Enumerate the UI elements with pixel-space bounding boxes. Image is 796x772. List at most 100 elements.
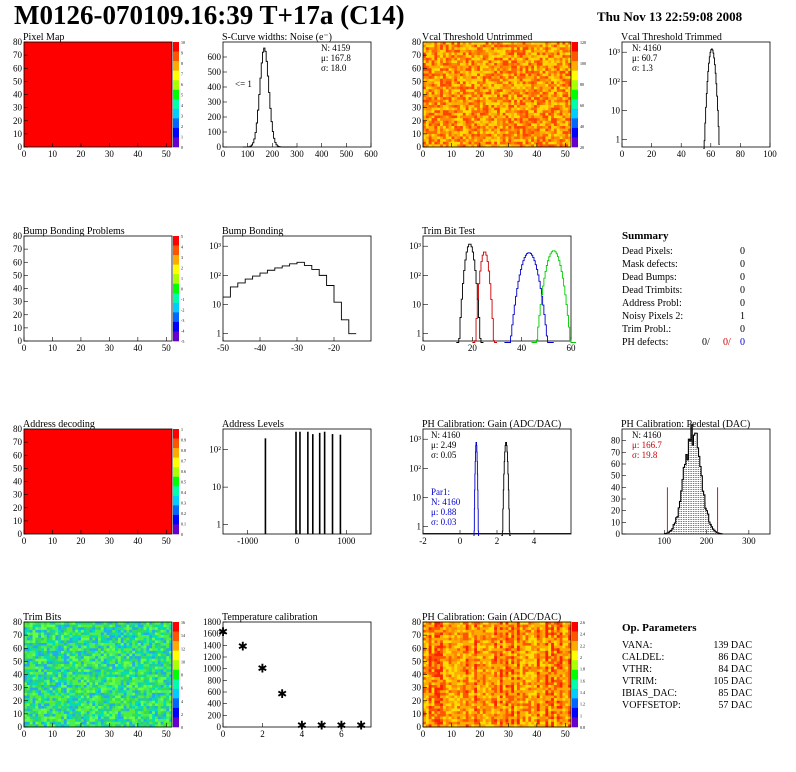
heatmap-cell <box>103 687 107 691</box>
heatmap-cell <box>152 664 156 667</box>
chart-title: Vcal Threshold Untrimmed <box>422 32 532 43</box>
heatmap-cell <box>477 107 481 111</box>
heatmap-cell <box>63 661 67 665</box>
heatmap-cell <box>559 112 563 116</box>
heatmap-cell <box>103 721 107 725</box>
heatmap-cell <box>120 713 124 717</box>
heatmap-cell <box>66 627 70 631</box>
heatmap-cell <box>140 664 144 667</box>
heatmap-cell <box>565 89 569 93</box>
palette-cell <box>572 80 578 91</box>
heatmap-cell <box>440 711 444 715</box>
heatmap-cell <box>471 42 475 45</box>
heatmap-cell <box>83 700 87 704</box>
heatmap-cell <box>425 700 429 704</box>
heatmap-cell <box>95 721 99 725</box>
heatmap-cell <box>24 708 28 712</box>
heatmap-cell <box>117 682 122 686</box>
heatmap-cell <box>112 703 116 707</box>
heatmap-cell <box>539 52 543 56</box>
heatmap-cell <box>86 650 90 654</box>
heatmap-cell <box>499 112 503 116</box>
heatmap-cell <box>38 627 42 631</box>
heatmap-cell <box>502 70 506 74</box>
heatmap-cell <box>522 97 526 101</box>
heatmap-cell <box>553 112 558 116</box>
heatmap-cell <box>38 698 42 702</box>
heatmap-cell <box>425 57 429 61</box>
heatmap-cell <box>482 70 486 74</box>
heatmap-cell <box>502 81 506 85</box>
heatmap-cell <box>120 661 124 665</box>
heatmap-cell <box>428 105 432 108</box>
heatmap-cell <box>457 89 461 93</box>
heatmap-cell <box>442 47 447 51</box>
heatmap-cell <box>468 128 472 132</box>
heatmap-cell <box>132 695 136 699</box>
heatmap-cell <box>152 656 156 660</box>
heatmap-cell <box>508 110 512 114</box>
heatmap-cell <box>43 669 48 673</box>
heatmap-cell <box>425 648 429 652</box>
heatmap-cell <box>431 624 435 628</box>
heatmap-cell <box>565 65 569 69</box>
heatmap-cell <box>528 131 532 135</box>
heatmap-cell <box>477 78 481 82</box>
heatmap-cell <box>428 94 432 98</box>
heatmap-cell <box>112 677 116 681</box>
heatmap-cell <box>120 664 124 667</box>
heatmap-cell <box>83 627 87 631</box>
heatmap-cell <box>163 724 167 728</box>
y-tick-label: 50 <box>611 471 621 481</box>
heatmap-cell <box>457 141 461 145</box>
heatmap-cell <box>49 703 53 707</box>
heatmap-cell <box>551 139 555 143</box>
heatmap-cell <box>425 107 429 111</box>
y-tick-label: 50 <box>13 76 23 86</box>
heatmap-cell <box>539 47 543 51</box>
heatmap-cell <box>431 63 435 66</box>
heatmap-cell <box>137 656 141 660</box>
heatmap-cell <box>169 656 173 660</box>
heatmap-cell <box>169 721 173 725</box>
heatmap-cell <box>528 110 532 114</box>
heatmap-cell <box>536 84 540 87</box>
heatmap-cell <box>477 52 481 56</box>
heatmap-cell <box>55 640 59 644</box>
heatmap-cell <box>149 624 153 628</box>
heatmap-cell <box>434 139 438 143</box>
heatmap-cell <box>553 60 558 64</box>
heatmap-cell <box>129 685 133 688</box>
heatmap-cell <box>511 126 515 129</box>
data-point: ✱ <box>297 719 307 733</box>
heatmap-cell <box>38 674 42 678</box>
heatmap-cell <box>440 136 444 140</box>
heatmap-cell <box>92 645 96 649</box>
chart-title: PH Calibration: Pedestal (DAC) <box>621 419 750 430</box>
y-tick-label: 1 <box>217 329 222 339</box>
heatmap-cell <box>149 627 153 631</box>
heatmap-cell <box>115 677 119 681</box>
heatmap-cell <box>100 695 104 699</box>
plot-frame <box>222 621 372 728</box>
heatmap-cell <box>442 42 447 45</box>
heatmap-cell <box>140 658 144 662</box>
palette-cell <box>572 118 578 129</box>
y-tick-label: 30 <box>13 103 23 113</box>
heatmap-cell <box>38 658 42 662</box>
heatmap-cell <box>163 716 167 720</box>
heatmap-cell <box>169 685 173 688</box>
heatmap-cell <box>69 719 73 723</box>
heatmap-cell <box>106 685 110 688</box>
heatmap-cell <box>516 47 521 51</box>
heatmap-cell <box>451 133 455 137</box>
heatmap-cell <box>542 73 546 77</box>
heatmap-cell <box>152 713 156 717</box>
heatmap-cell <box>41 713 45 717</box>
heatmap-cell <box>565 144 569 148</box>
heatmap-cell <box>157 656 161 660</box>
heatmap-cell <box>423 724 427 728</box>
heatmap-cell <box>539 68 543 72</box>
heatmap-cell <box>528 123 532 127</box>
heatmap-cell <box>143 711 147 715</box>
